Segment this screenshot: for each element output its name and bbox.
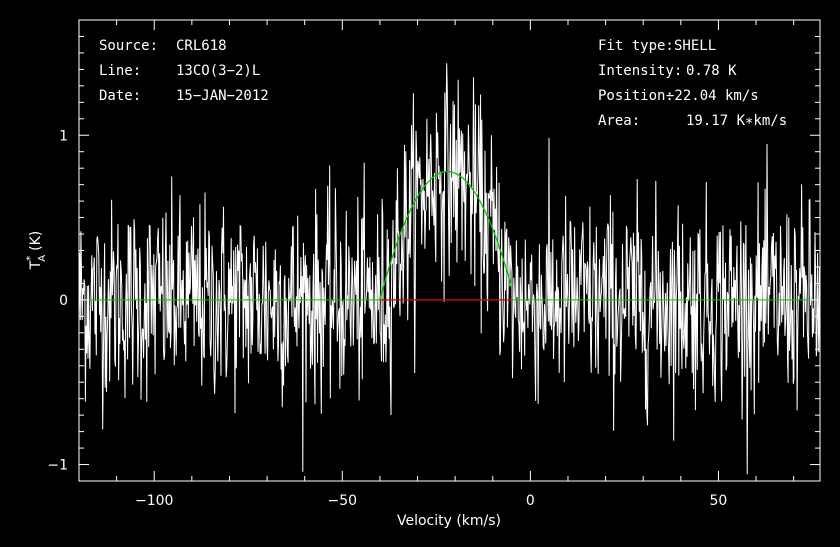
y-axis-title-unit: (K) (28, 231, 44, 251)
y-tick-label: −1 (47, 458, 68, 474)
x-tick-label: −50 (328, 493, 358, 509)
line-value: 13CO(3−2)L (176, 63, 260, 79)
y-axis-title-sub: A (37, 255, 48, 262)
shell-fit-curve (379, 170, 513, 301)
y-axis-title-sup: * (25, 256, 36, 261)
fit-type-label: Fit type: (598, 38, 674, 54)
area-value: 19.17 K∗km/s (686, 113, 787, 129)
header-left: Source: CRL618 Line: 13CO(3−2)L Date: 15… (99, 38, 269, 104)
date-value: 15−JAN−2012 (176, 88, 269, 104)
line-label: Line: (99, 63, 141, 79)
spectrum-series (78, 63, 820, 475)
header-right: Fit type: SHELL Intensity: 0.78 K Positi… (598, 38, 787, 129)
position-label: Position: (598, 88, 674, 104)
source-label: Source: (99, 38, 158, 54)
fit-type-value: SHELL (674, 38, 716, 54)
y-tick-label: 1 (59, 128, 68, 144)
x-axis-title: Velocity (km/s) (397, 513, 501, 529)
plot-layer (78, 63, 820, 475)
intensity-value: 0.78 K (686, 63, 737, 79)
x-tick-label: 50 (710, 493, 728, 509)
axes-layer: −100 −50 0 50 −1 0 1 (47, 19, 820, 509)
area-label: Area: (598, 113, 640, 129)
y-axis-title-main: T (28, 260, 44, 270)
x-tick-label: −100 (135, 493, 173, 509)
svg-text:T*A(K): T*A (K) (25, 231, 48, 271)
y-axis-title: T*A (K) (25, 231, 48, 271)
y-tick-label: 0 (59, 293, 68, 309)
date-label: Date: (99, 88, 141, 104)
intensity-label: Intensity: (598, 63, 682, 79)
source-value: CRL618 (176, 38, 227, 54)
x-tick-label: 0 (526, 493, 535, 509)
position-value: −22.04 km/s (666, 88, 759, 104)
